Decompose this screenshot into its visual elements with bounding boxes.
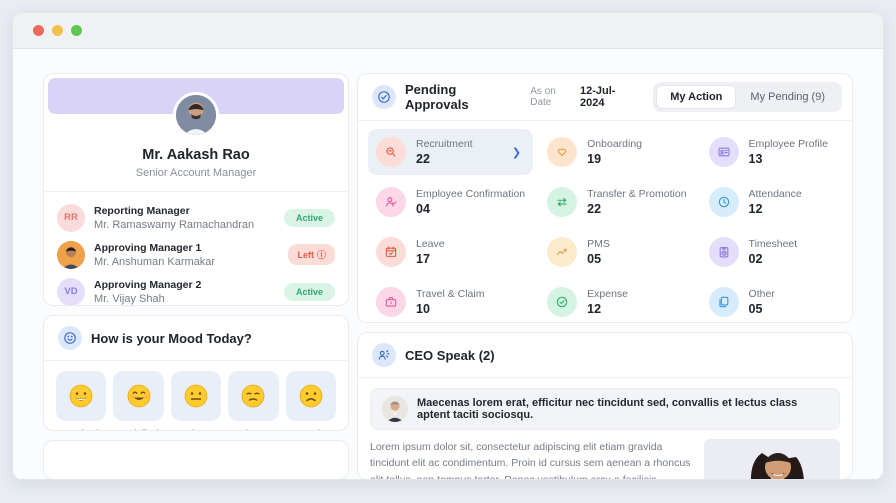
approvals-grid: Recruitment 22 ❯ Onboarding 19 Employe: [358, 121, 852, 322]
ceo-speak-photo: [704, 439, 840, 479]
as-on-date: As on Date 12-Jul-2024: [530, 85, 616, 109]
tab-my-action[interactable]: My Action: [656, 85, 737, 109]
window-titlebar: [13, 13, 883, 49]
mood-option-unhappy[interactable]: Unhappy: [228, 371, 279, 430]
tab-my-pending[interactable]: My Pending (9): [750, 91, 825, 103]
manager-role: Approving Manager 2: [94, 278, 202, 291]
tile-recruitment[interactable]: Recruitment 22 ❯: [368, 129, 534, 175]
mood-title: How is your Mood Today?: [91, 330, 252, 346]
ceo-avatar: [382, 396, 408, 422]
mood-option-label: Sad: [286, 428, 336, 430]
list-item-reporting-manager[interactable]: RR Reporting Manager Mr. Ramaswamy Ramac…: [57, 199, 335, 236]
manager-role: Approving Manager 1: [94, 241, 202, 254]
chevron-right-icon: ❯: [511, 146, 522, 159]
mood-option-okay[interactable]: Okay: [170, 371, 222, 430]
managers-list: RR Reporting Manager Mr. Ramaswamy Ramac…: [44, 192, 348, 306]
avatar: [57, 240, 85, 269]
mood-option-satisfied[interactable]: Satisfied: [113, 371, 164, 430]
partial-card: [43, 440, 349, 479]
tile-employee-confirmation[interactable]: Employee Confirmation 04: [368, 179, 533, 225]
info-icon[interactable]: ⓘ: [316, 250, 326, 260]
user-avatar-image: [176, 95, 216, 135]
ceo-quote-banner[interactable]: Maecenas lorem erat, efficitur nec tinci…: [370, 388, 840, 430]
transfer-arrows-icon: [547, 187, 578, 217]
clock-icon: [708, 187, 739, 217]
tile-leave[interactable]: Leave 17: [368, 229, 533, 275]
mood-option-label: Satisfied: [113, 428, 163, 430]
briefcase-icon: [376, 287, 406, 317]
tile-attendance[interactable]: Attendance 12: [701, 179, 842, 225]
mood-option-label: Unhappy: [228, 428, 278, 430]
user-job-title: Senior Account Manager: [135, 167, 257, 179]
divider: [44, 191, 348, 192]
pending-approvals-card: Pending Approvals As on Date 12-Jul-2024…: [357, 73, 853, 323]
manager-name: Mr. Ramaswamy Ramachandran: [94, 218, 255, 231]
clipboard-clock-icon: [708, 237, 739, 267]
manager-name: Mr. Anshuman Karmakar: [94, 255, 216, 268]
list-item-approving-manager-2[interactable]: VD Approving Manager 2 Mr. Vijay Shah Ac…: [57, 273, 335, 306]
documents-icon: [708, 287, 739, 317]
mood-option-label: Okay: [171, 428, 221, 430]
tile-transfer-promotion[interactable]: Transfer & Promotion 22: [539, 179, 694, 225]
ceo-speak-card: CEO Speak (2) Maecenas lorem erat, effic…: [357, 332, 853, 480]
profile-card: Mr. Aakash Rao Senior Account Manager RR…: [43, 73, 349, 307]
status-badge: Active: [283, 208, 335, 227]
pensive-face-icon: [242, 384, 265, 408]
avatar: RR: [57, 203, 85, 232]
tile-timesheet[interactable]: Timesheet 02: [701, 229, 842, 275]
mood-option-label: Excited: [56, 428, 106, 430]
megaphone-person-icon: [372, 343, 396, 367]
user-avatar: [173, 92, 219, 138]
tile-pms[interactable]: PMS 05: [539, 229, 694, 275]
mood-smiley-icon: [58, 326, 82, 351]
user-name: Mr. Aakash Rao: [142, 147, 250, 163]
tile-travel-claim[interactable]: Travel & Claim 10: [368, 279, 533, 322]
tile-expense[interactable]: Expense 12: [539, 279, 694, 322]
status-badge: Left ⓘ: [288, 244, 335, 265]
ceo-speak-title: CEO Speak (2): [405, 347, 495, 363]
approvals-tab-group: My Action My Pending (9): [653, 82, 842, 112]
close-window-icon[interactable]: [33, 25, 44, 36]
tile-onboarding[interactable]: Onboarding 19: [539, 129, 694, 175]
avatar: VD: [57, 277, 85, 306]
status-badge: Active: [283, 282, 335, 301]
heart-hand-icon: [547, 137, 578, 167]
manager-role: Reporting Manager: [94, 204, 190, 217]
tile-other[interactable]: Other 05: [701, 279, 842, 322]
manager-name: Mr. Vijay Shah: [94, 292, 165, 305]
mood-option-excited[interactable]: Excited: [56, 371, 107, 430]
id-card-icon: [708, 137, 739, 167]
approvals-title: Pending Approvals: [405, 82, 469, 112]
list-item-approving-manager-1[interactable]: Approving Manager 1 Mr. Anshuman Karmaka…: [57, 236, 335, 273]
frowning-face-icon: [299, 384, 323, 408]
tile-employee-profile[interactable]: Employee Profile 13: [701, 129, 842, 175]
approvals-check-icon: [372, 85, 396, 109]
mood-card: How is your Mood Today? Excited: [43, 315, 349, 431]
neutral-face-icon: [184, 384, 208, 408]
grinning-face-icon: [69, 384, 93, 408]
dashboard-content: Mr. Aakash Rao Senior Account Manager RR…: [13, 49, 883, 480]
app-window: Mr. Aakash Rao Senior Account Manager RR…: [12, 12, 884, 480]
ceo-quote-text: Maecenas lorem erat, efficitur nec tinci…: [417, 397, 798, 421]
person-check-icon: [376, 187, 406, 217]
mood-option-sad[interactable]: Sad: [285, 371, 337, 430]
calendar-icon: [376, 237, 406, 267]
smiling-face-icon: [127, 384, 151, 408]
check-circle-icon: [547, 287, 578, 317]
trend-line-icon: [547, 237, 578, 267]
maximize-window-icon[interactable]: [71, 25, 82, 36]
magnifier-icon: [376, 137, 406, 167]
minimize-window-icon[interactable]: [52, 25, 63, 36]
ceo-body-paragraph: Lorem ipsum dolor sit, consectetur adipi…: [370, 441, 691, 480]
